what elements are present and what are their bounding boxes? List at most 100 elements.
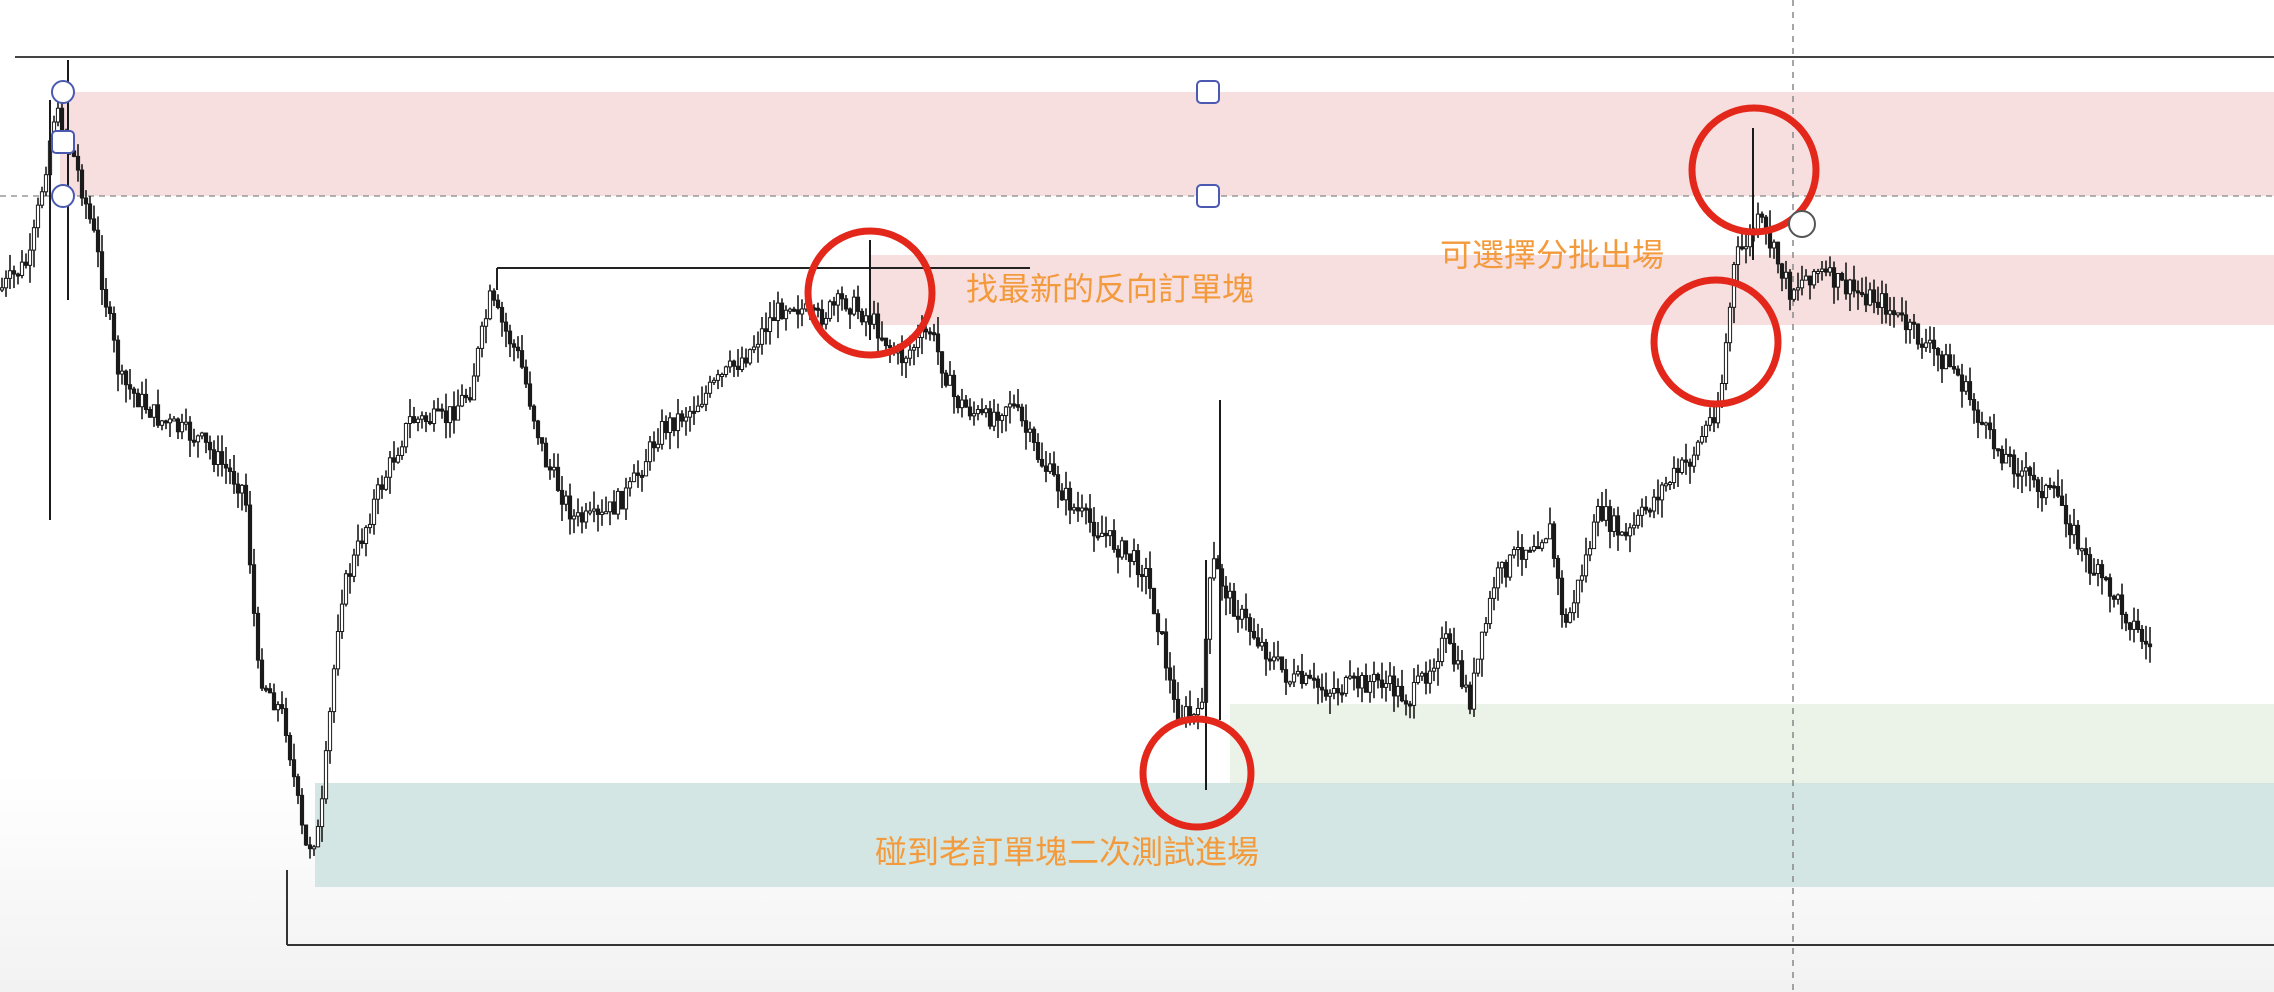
candle-body-475	[1899, 312, 1905, 316]
candle-body-195	[779, 302, 785, 320]
candle-body-362	[1447, 633, 1453, 644]
candle-body-67	[267, 688, 273, 694]
supply-zone-top[interactable]	[60, 92, 2274, 196]
candle-body-444	[1775, 241, 1781, 265]
handle-circle-top-left[interactable]	[51, 80, 75, 104]
candle-body-315	[1259, 641, 1265, 647]
candle-body-115	[459, 394, 465, 407]
candle-body-121	[483, 318, 489, 327]
candle-body-267	[1067, 487, 1073, 511]
candle-body-464	[1855, 290, 1861, 294]
candle-body-21	[83, 197, 89, 205]
candle-body-138	[551, 466, 557, 471]
candle-body-164	[655, 443, 661, 449]
candle-body-331	[1323, 689, 1329, 697]
candle-body-6	[23, 261, 29, 266]
candle-body-416	[1663, 483, 1669, 487]
candle-body-93	[371, 498, 377, 525]
candle-body-85	[339, 603, 345, 633]
candle-body-28	[111, 313, 117, 341]
candles-group	[0, 60, 2153, 859]
candle-body-215	[859, 310, 865, 323]
candle-body-130	[519, 350, 525, 368]
handle-square-bottom-mid[interactable]	[1196, 184, 1220, 208]
candle-body-334	[1335, 688, 1341, 694]
candle-body-29	[115, 339, 121, 375]
candle-body-483	[1931, 339, 1937, 350]
candle-body-258	[1031, 428, 1037, 443]
supply-zone-mid[interactable]	[870, 255, 2274, 325]
candle-body-153	[611, 501, 617, 515]
candle-body-50	[199, 432, 205, 437]
candle-body-518	[2071, 524, 2077, 536]
candle-body-74	[295, 776, 301, 796]
candle-body-482	[1927, 339, 1933, 344]
demand-zone-main[interactable]	[315, 783, 2274, 887]
candle-body-352	[1407, 703, 1413, 707]
candle-body-534	[2135, 620, 2141, 630]
candle-body-411	[1643, 506, 1649, 511]
candle-body-175	[699, 403, 705, 407]
candle-body-446	[1783, 271, 1789, 279]
candle-body-346	[1383, 683, 1389, 688]
candle-body-147	[587, 510, 593, 514]
candle-body-42	[167, 418, 173, 424]
candle-body-344	[1375, 673, 1381, 681]
handle-circle-bottom-left[interactable]	[51, 184, 75, 208]
handle-square-top-mid[interactable]	[1196, 80, 1220, 104]
candle-body-237	[947, 374, 953, 386]
candle-body-314	[1255, 637, 1261, 647]
candle-body-227	[907, 349, 913, 359]
candle-body-81	[323, 750, 329, 800]
candle-body-354	[1415, 675, 1421, 684]
candle-body-36	[143, 393, 149, 411]
candle-body-327	[1307, 674, 1313, 679]
candle-body-410	[1639, 506, 1645, 516]
candle-body-159	[635, 472, 641, 476]
zone-selection-handles[interactable]	[51, 80, 1220, 208]
candle-body-366	[1463, 684, 1469, 688]
candle-body-404	[1615, 515, 1621, 536]
candle-body-90	[359, 540, 365, 545]
candle-body-58	[231, 470, 237, 485]
candle-body-400	[1599, 506, 1605, 521]
candle-body-186	[743, 357, 749, 364]
candle-body-425	[1699, 436, 1705, 443]
candle-body-178	[711, 379, 717, 383]
candle-body-61	[243, 484, 249, 506]
candle-body-345	[1379, 679, 1385, 688]
candle-body-393	[1571, 602, 1577, 614]
candle-body-68	[271, 692, 277, 711]
demand-zone-upper[interactable]	[1230, 704, 2274, 784]
candle-body-441	[1763, 216, 1769, 229]
candle-body-165	[659, 421, 665, 445]
candle-body-40	[159, 420, 165, 426]
candle-body-481	[1923, 342, 1929, 348]
candle-body-34	[135, 392, 141, 408]
candle-body-256	[1023, 420, 1029, 433]
candle-body-381	[1523, 549, 1529, 560]
candle-body-339	[1355, 676, 1361, 689]
candle-body-266	[1063, 487, 1069, 501]
candle-body-369	[1475, 658, 1481, 674]
candle-body-363	[1451, 642, 1457, 665]
candle-body-191	[763, 328, 769, 333]
candle-body-179	[715, 374, 721, 381]
candle-body-23	[91, 218, 97, 231]
candle-body-398	[1591, 521, 1597, 550]
candle-body-99	[395, 454, 401, 463]
candle-body-171	[683, 416, 689, 422]
candle-body-440	[1759, 213, 1765, 218]
handle-square-mid-left[interactable]	[51, 130, 75, 154]
candle-body-269	[1075, 507, 1081, 512]
candle-body-343	[1371, 673, 1377, 683]
candle-body-86	[343, 573, 349, 605]
candle-body-380	[1519, 547, 1525, 560]
candle-body-182	[727, 360, 733, 368]
candle-body-497	[1987, 422, 1993, 431]
candle-body-422	[1687, 461, 1693, 467]
candle-body-367	[1467, 684, 1473, 710]
candle-body-238	[951, 374, 957, 398]
candle-body-318	[1271, 656, 1277, 662]
